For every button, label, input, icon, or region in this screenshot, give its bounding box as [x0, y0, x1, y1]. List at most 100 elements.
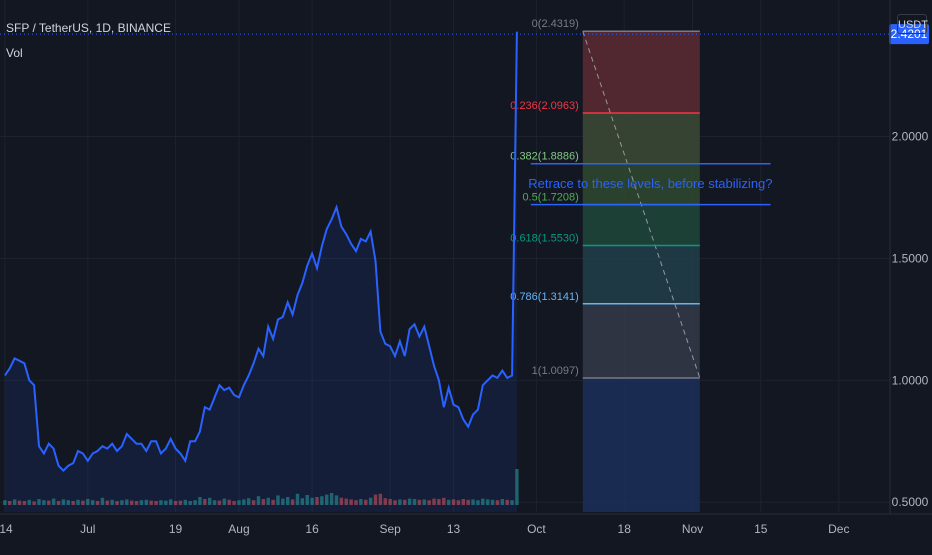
fib-zone [582, 303, 700, 378]
volume-bar [378, 493, 383, 505]
volume-bar [86, 499, 90, 505]
volume-bar [305, 495, 309, 505]
fib-zone [582, 204, 700, 246]
volume-bar [8, 501, 12, 505]
volume-bar [290, 499, 295, 505]
y-tick-label: 0.5000 [892, 495, 929, 509]
volume-bar [256, 496, 261, 505]
volume-bar [359, 499, 363, 505]
volume-bar [334, 495, 339, 505]
volume-bar [129, 500, 134, 505]
volume-bar [17, 500, 22, 505]
volume-bar [237, 500, 241, 505]
volume-bar [427, 500, 431, 505]
volume-bar [110, 499, 114, 505]
volume-bar [188, 501, 192, 505]
volume-bar [466, 499, 470, 505]
volume-bar [442, 497, 446, 505]
volume-bar [154, 501, 158, 505]
volume-bar [139, 500, 144, 505]
volume-bar [451, 499, 456, 505]
volume-bar [164, 500, 168, 505]
volume-bar [51, 498, 56, 505]
volume-bar [368, 497, 373, 505]
volume-bar [490, 499, 495, 505]
volume-bar [407, 498, 412, 505]
unit-button[interactable]: USDT [897, 14, 928, 34]
volume-bar [207, 497, 212, 505]
volume-bar [471, 499, 475, 505]
volume-bar [159, 500, 163, 505]
y-tick-label: 2.0000 [892, 130, 929, 144]
fib-level-label: 0.5(1.7208) [523, 192, 579, 204]
volume-bar [47, 500, 51, 505]
volume-bar [422, 499, 426, 505]
volume-bar [505, 499, 509, 505]
fib-level-label: 0.236(2.0963) [510, 100, 579, 112]
volume-bar [76, 499, 80, 505]
price-line [4, 31, 518, 473]
volume-bar [344, 498, 348, 505]
volume-bar [373, 494, 378, 505]
x-tick-label: 19 [169, 522, 183, 536]
last-price-label: 2.4201 [891, 27, 928, 41]
volume-bar [251, 500, 256, 505]
volume-bar [105, 500, 109, 505]
volume-bar [42, 500, 46, 505]
volume-bar [227, 499, 231, 505]
volume-bar [144, 499, 149, 505]
volume-bar [212, 500, 217, 505]
x-tick-label: 14 [0, 522, 13, 536]
volume-bar [115, 501, 119, 505]
volume-bar [247, 498, 251, 505]
volume-bar [500, 499, 505, 505]
volume-bar [81, 500, 85, 505]
volume-bar [173, 501, 178, 505]
volume-bar [271, 499, 275, 505]
volume-bar [90, 500, 95, 505]
volume-bar [510, 500, 514, 505]
x-tick-label: 13 [447, 522, 461, 536]
volume-bar [242, 499, 246, 505]
volume-bar [168, 499, 173, 505]
volume-bar [281, 498, 285, 505]
volume-bar [515, 469, 519, 505]
volume-bar [432, 498, 436, 505]
last-price-badge [889, 24, 929, 45]
fib-zone-below [582, 377, 700, 512]
volume-bar [222, 498, 227, 505]
volume-bar [149, 500, 153, 505]
volume-bar [286, 497, 290, 505]
volume-bar [295, 493, 300, 505]
volume-bar [354, 500, 358, 505]
volume-bar [446, 499, 451, 505]
volume-bar [203, 499, 207, 505]
volume-bar [178, 500, 183, 505]
volume-bar [349, 499, 353, 505]
volume-indicator-label: Vol [6, 46, 23, 60]
fib-level-label: 1(1.0097) [532, 365, 579, 377]
fib-level-label: 0.618(1.5530) [510, 233, 579, 245]
volume-bar [461, 499, 465, 505]
volume-bar [217, 500, 222, 505]
volume-bar [61, 499, 66, 505]
volume-bar [315, 497, 319, 505]
volume-bar [134, 501, 139, 505]
volume-bar [403, 499, 407, 505]
volume-bar [32, 501, 36, 505]
volume-bar [329, 493, 334, 505]
volume-bar [417, 499, 422, 505]
x-tick-label: 15 [754, 522, 768, 536]
volume-bar [27, 499, 31, 505]
volume-bar [261, 499, 266, 505]
volume-bar [3, 500, 7, 505]
volume-bar [476, 500, 480, 505]
x-tick-label: Nov [682, 522, 703, 536]
y-tick-label: 1.0000 [892, 373, 929, 387]
volume-bar [398, 499, 402, 505]
volume-bar [481, 498, 485, 505]
volume-bar [71, 501, 75, 505]
volume-bar [325, 494, 329, 505]
volume-bar [120, 500, 124, 505]
